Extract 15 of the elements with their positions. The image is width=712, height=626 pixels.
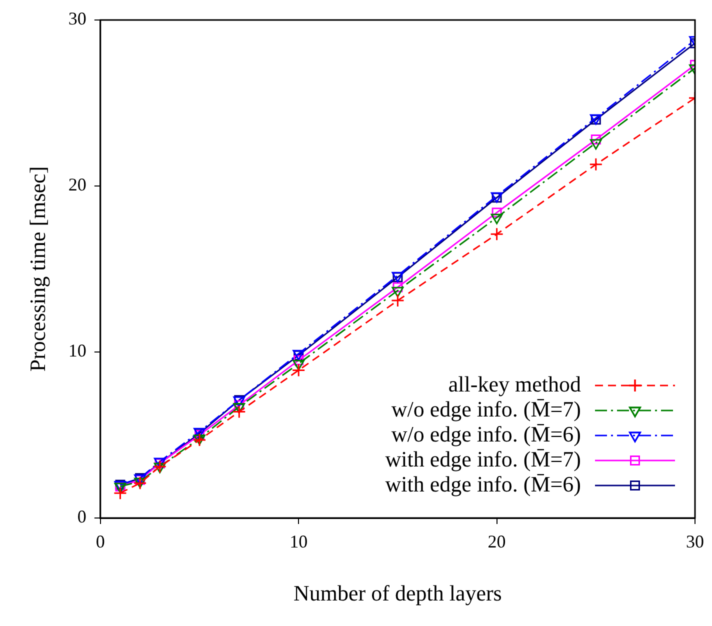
x-tick-label: 0 — [96, 532, 105, 552]
y-tick-label: 0 — [77, 506, 86, 527]
legend-label: all-key method — [448, 371, 581, 396]
legend-label: with edge info. (M̄=6) — [385, 471, 581, 496]
x-tick-label: 20 — [488, 532, 506, 552]
x-axis-title: Number of depth layers — [294, 580, 502, 606]
legend-label: w/o edge info. (M̄=6) — [391, 421, 581, 446]
y-tick-label: 20 — [68, 174, 86, 195]
y-tick-label: 10 — [68, 340, 86, 361]
legend-label: with edge info. (M̄=7) — [385, 446, 581, 472]
y-tick-label: 30 — [68, 8, 86, 29]
legend-label: w/o edge info. (M̄=7) — [391, 396, 581, 422]
x-tick-label: 30 — [686, 532, 704, 552]
x-tick-label: 10 — [290, 532, 308, 552]
y-axis-title: Processing time [msec] — [24, 166, 50, 372]
